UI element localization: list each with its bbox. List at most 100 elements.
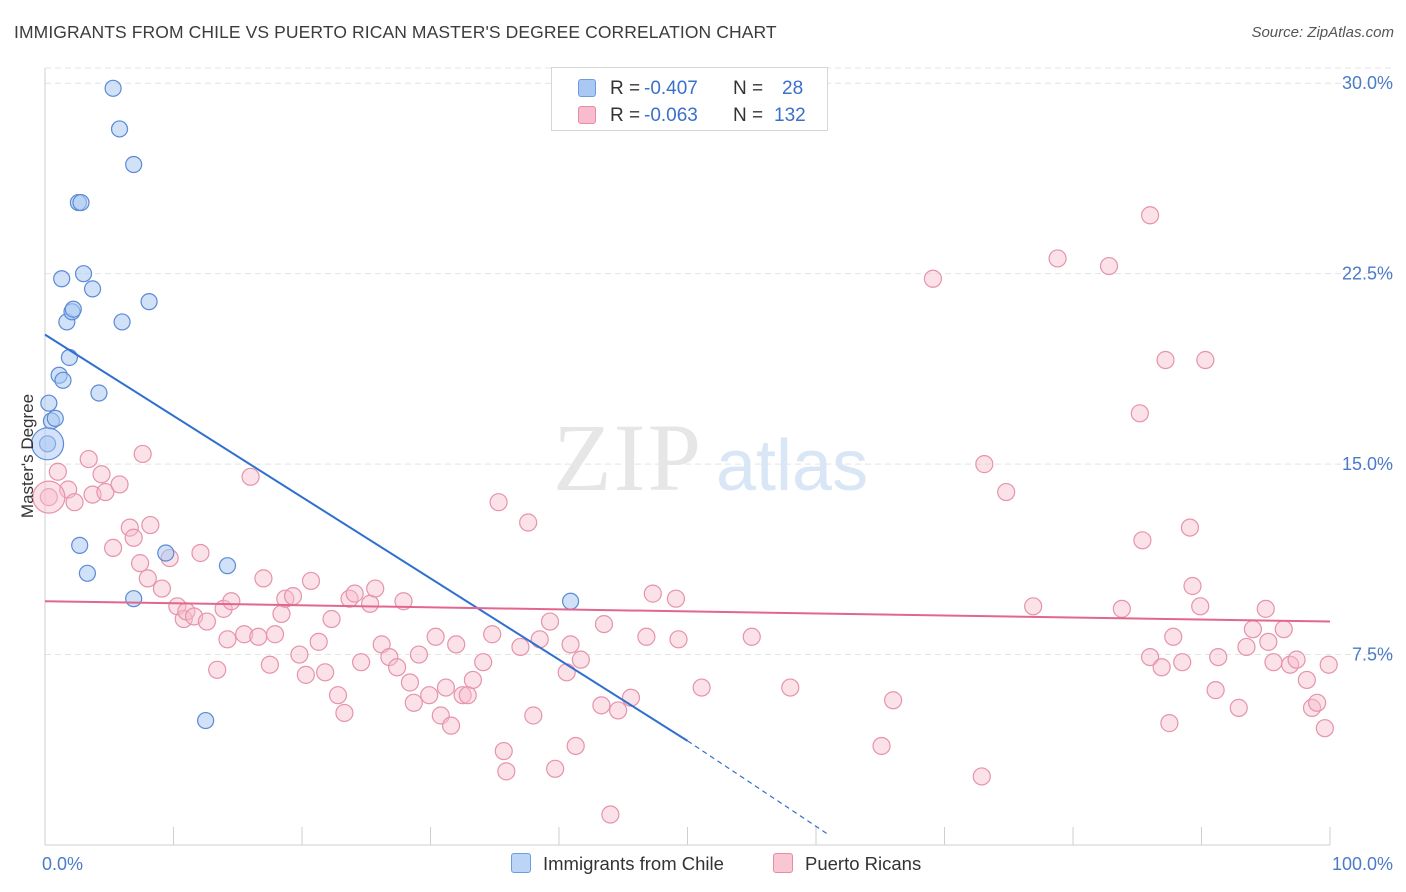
pr-point <box>1099 256 1119 276</box>
pr-point <box>1180 518 1200 537</box>
pr-point <box>637 627 656 646</box>
chile-point <box>125 590 143 608</box>
pr-point <box>235 625 254 644</box>
pr-point <box>345 584 364 603</box>
chile-point <box>113 313 131 331</box>
pr-point <box>601 805 620 824</box>
pr-point <box>79 449 98 469</box>
pr-point <box>566 736 585 756</box>
pr-point <box>133 444 152 464</box>
pr-point <box>39 488 58 507</box>
chile-point <box>83 280 102 298</box>
pr-point <box>1048 249 1067 268</box>
pr-point <box>400 673 420 692</box>
pr-point <box>352 653 371 672</box>
pr-point <box>260 655 279 674</box>
pr-point <box>1302 698 1322 717</box>
bottom-legend-label-chile: Immigrants from Chile <box>543 853 724 874</box>
pr-point <box>557 663 576 682</box>
pr-point <box>483 625 502 644</box>
pr-point <box>290 645 309 664</box>
pr-point <box>265 625 285 644</box>
pr-point <box>1274 620 1293 639</box>
pr-point <box>1183 576 1202 596</box>
pr-point <box>463 670 483 690</box>
pr-point <box>489 493 508 512</box>
chile-point <box>140 293 158 311</box>
bottom-legend-swatch-chile <box>511 853 531 873</box>
pr-point <box>141 515 160 535</box>
pr-point <box>1024 597 1043 616</box>
pr-point <box>1112 599 1131 618</box>
pr-point <box>561 635 580 654</box>
pr-point <box>120 518 139 537</box>
pr-point <box>923 269 943 288</box>
pr-point <box>1140 206 1160 225</box>
chile-trend-extension <box>687 740 830 836</box>
pr-point <box>404 693 423 712</box>
pr-point <box>1243 620 1263 639</box>
pr-point <box>191 543 210 563</box>
pr-point <box>669 630 688 649</box>
legend-swatch-puerto-rican <box>578 106 596 124</box>
puerto-rican-points <box>32 206 1338 824</box>
chart-source: Source: ZipAtlas.com <box>1251 24 1394 41</box>
pr-point <box>152 579 172 598</box>
pr-point <box>692 678 711 697</box>
pr-point <box>447 635 466 654</box>
chile-point <box>71 536 89 554</box>
x-tick-label: 0.0% <box>42 854 83 874</box>
chile-point <box>60 348 79 367</box>
pr-point <box>420 686 439 705</box>
pr-point <box>571 650 590 669</box>
chile-point <box>157 544 175 562</box>
pr-point <box>110 475 129 494</box>
y-tick-label: 7.5% <box>1352 645 1393 665</box>
pr-point <box>208 660 227 679</box>
pr-point <box>1259 632 1278 651</box>
pr-point <box>609 701 628 720</box>
chile-point <box>72 193 90 212</box>
pr-point <box>742 627 761 646</box>
pr-point <box>883 691 903 710</box>
chile-point <box>30 427 65 461</box>
pr-point <box>872 736 891 756</box>
pr-point <box>218 630 237 649</box>
chile-point <box>218 557 237 575</box>
trend-lines <box>44 333 1331 836</box>
grid-lines <box>45 67 1392 656</box>
pr-point <box>316 663 335 682</box>
pr-point <box>241 467 260 486</box>
pr-point <box>335 703 354 723</box>
chile-point <box>40 394 58 412</box>
pr-point <box>322 609 341 629</box>
pr-point <box>65 493 84 512</box>
legend-n-label: N = <box>733 78 764 99</box>
legend-swatch-chile <box>578 79 596 97</box>
pr-point <box>104 538 123 558</box>
y-tick-label: 15.0% <box>1342 454 1393 474</box>
pr-point <box>138 569 157 588</box>
pr-point <box>621 688 641 707</box>
pr-point <box>222 592 241 611</box>
pr-point <box>1237 637 1256 657</box>
chile-point <box>561 592 580 610</box>
pr-point <box>366 579 385 598</box>
pr-point <box>309 632 328 651</box>
pr-point <box>1140 647 1160 667</box>
pr-point <box>283 587 303 606</box>
bottom-legend-swatch-puerto-rican <box>773 853 793 873</box>
pr-point <box>458 686 477 705</box>
pr-point <box>1229 698 1248 717</box>
pr-point <box>436 678 456 697</box>
legend-n-value: 28 <box>782 78 804 99</box>
legend-r-label: R = <box>610 78 641 99</box>
pr-point <box>511 637 530 657</box>
chile-points <box>30 79 580 730</box>
chart-title: IMMIGRANTS FROM CHILE VS PUERTO RICAN MA… <box>14 22 777 42</box>
pr-point <box>249 627 268 646</box>
pr-point <box>546 759 565 778</box>
pr-point <box>130 554 150 573</box>
pr-point <box>1308 693 1327 712</box>
pr-point <box>1196 350 1215 370</box>
